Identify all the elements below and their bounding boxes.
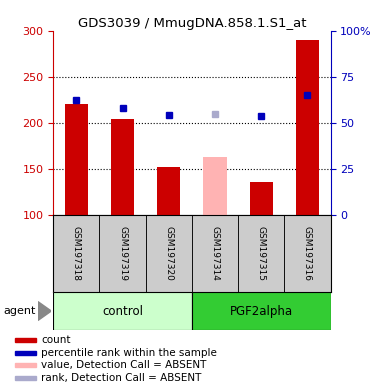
Bar xyxy=(296,40,319,215)
Bar xyxy=(192,215,238,292)
Title: GDS3039 / MmugDNA.858.1.S1_at: GDS3039 / MmugDNA.858.1.S1_at xyxy=(78,17,306,30)
Text: value, Detection Call = ABSENT: value, Detection Call = ABSENT xyxy=(41,360,207,370)
Text: GSM197320: GSM197320 xyxy=(164,226,173,281)
Bar xyxy=(284,215,331,292)
Text: GSM197315: GSM197315 xyxy=(257,226,266,281)
Bar xyxy=(15,363,36,367)
Bar xyxy=(192,292,331,330)
Bar xyxy=(15,376,36,379)
Text: GSM197319: GSM197319 xyxy=(118,226,127,281)
Bar xyxy=(238,215,284,292)
Text: agent: agent xyxy=(4,306,36,316)
Text: GSM197316: GSM197316 xyxy=(303,226,312,281)
Text: count: count xyxy=(41,335,71,345)
Text: PGF2alpha: PGF2alpha xyxy=(230,305,293,318)
Bar xyxy=(15,338,36,342)
Bar xyxy=(111,119,134,215)
Text: GSM197314: GSM197314 xyxy=(211,226,220,281)
Bar xyxy=(157,167,180,215)
Bar xyxy=(15,351,36,354)
Polygon shape xyxy=(38,302,51,320)
Bar xyxy=(250,182,273,215)
Bar xyxy=(203,157,226,215)
Text: percentile rank within the sample: percentile rank within the sample xyxy=(41,348,217,358)
Text: rank, Detection Call = ABSENT: rank, Detection Call = ABSENT xyxy=(41,372,202,382)
Bar xyxy=(100,215,146,292)
Bar xyxy=(65,104,88,215)
Bar xyxy=(53,215,100,292)
Bar xyxy=(146,215,192,292)
Text: GSM197318: GSM197318 xyxy=(72,226,81,281)
Bar xyxy=(53,292,192,330)
Text: control: control xyxy=(102,305,143,318)
